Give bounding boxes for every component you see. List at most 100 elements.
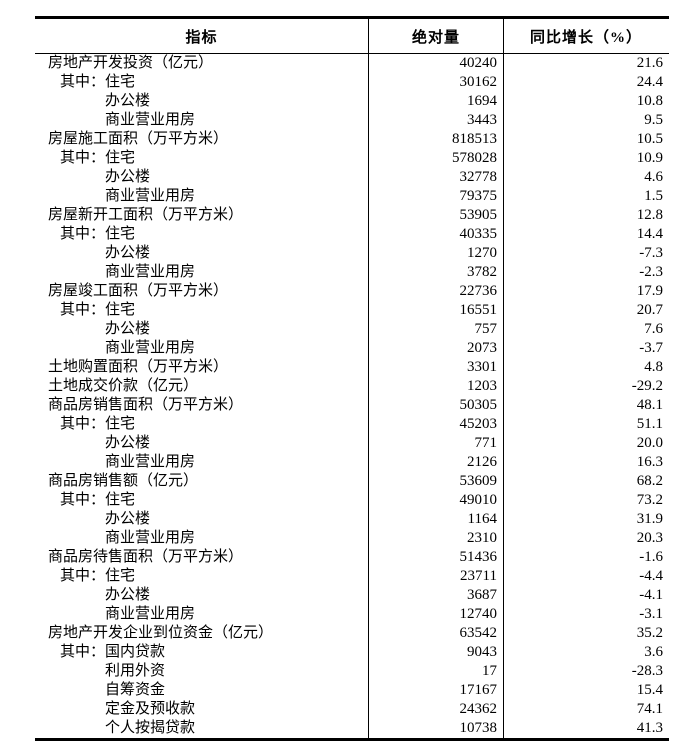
indicator-cell: 商业营业用房 [35,339,369,358]
indicator-cell: 办公楼 [35,510,369,529]
growth-value-cell: 74.1 [636,701,663,717]
table-row: 定金及预收款 24362 74.1 [35,700,669,719]
indicator-cell: 其中：住宅 [35,491,369,510]
table-row: 其中：住宅 49010 73.2 [35,491,669,510]
growth-value-cell: -2.3 [639,264,663,280]
table-row: 办公楼 757 7.6 [35,320,669,339]
indicator-cell: 其中：住宅 [35,415,369,434]
table-row: 利用外资 17 -28.3 [35,662,669,681]
absolute-value-cell: 3687 [369,586,504,605]
absolute-value-cell: 40240 [369,54,504,73]
absolute-value-cell: 3443 [369,111,504,130]
growth-value-cell: 7.6 [644,321,663,337]
table-row: 商业营业用房 3443 9.5 [35,111,669,130]
absolute-value-cell: 22736 [369,282,504,301]
absolute-value-cell: 40335 [369,225,504,244]
table-row: 办公楼 1694 10.8 [35,92,669,111]
absolute-value-cell: 9043 [369,643,504,662]
absolute-value-cell: 53905 [369,206,504,225]
indicator-cell: 其中：住宅 [35,567,369,586]
table-row: 房屋竣工面积（万平方米） 22736 17.9 [35,282,669,301]
indicator-cell: 房屋竣工面积（万平方米） [35,282,369,301]
absolute-value-cell: 578028 [369,149,504,168]
absolute-value-cell: 2310 [369,529,504,548]
table-row: 房地产开发企业到位资金（亿元） 63542 35.2 [35,624,669,643]
table-row: 其中：住宅 45203 51.1 [35,415,669,434]
absolute-value-cell: 1164 [369,510,504,529]
table-row: 商品房销售额（亿元） 53609 68.2 [35,472,669,491]
table-body: 房地产开发投资（亿元） 40240 21.6 其中：住宅 30162 24.4 … [35,54,669,738]
growth-value-cell: 51.1 [636,416,663,432]
absolute-value-cell: 1694 [369,92,504,111]
indicator-cell: 其中：国内贷款 [35,643,369,662]
growth-value-cell: -29.2 [631,378,663,394]
indicator-cell: 其中：住宅 [35,301,369,320]
indicator-cell: 商业营业用房 [35,263,369,282]
table-row: 土地成交价款（亿元） 1203 -29.2 [35,377,669,396]
indicator-cell: 办公楼 [35,168,369,187]
absolute-value-cell: 50305 [369,396,504,415]
growth-value-cell: 48.1 [636,397,663,413]
absolute-value-cell: 2073 [369,339,504,358]
growth-value-cell: -7.3 [639,245,663,261]
indicator-cell: 其中：住宅 [35,149,369,168]
table-row: 商业营业用房 3782 -2.3 [35,263,669,282]
absolute-value-cell: 32778 [369,168,504,187]
growth-value-cell: 16.3 [636,454,663,470]
statistics-table: 指标 绝对量 同比增长（%） 房地产开发投资（亿元） 40240 21.6 其中… [35,16,669,741]
table-row: 房地产开发投资（亿元） 40240 21.6 [35,54,669,73]
absolute-value-cell: 30162 [369,73,504,92]
indicator-cell: 办公楼 [35,92,369,111]
growth-value-cell: 10.5 [636,131,663,147]
table-row: 房屋新开工面积（万平方米） 53905 12.8 [35,206,669,225]
indicator-cell: 办公楼 [35,320,369,339]
absolute-value-cell: 16551 [369,301,504,320]
growth-value-cell: 4.8 [644,359,663,375]
indicator-cell: 商业营业用房 [35,529,369,548]
indicator-cell: 办公楼 [35,434,369,453]
absolute-value-cell: 10738 [369,719,504,738]
absolute-value-cell: 757 [369,320,504,339]
table-row: 商业营业用房 2126 16.3 [35,453,669,472]
table-row: 办公楼 1164 31.9 [35,510,669,529]
growth-value-cell: 15.4 [636,682,663,698]
indicator-cell: 房地产开发投资（亿元） [35,54,369,73]
table-row: 商品房销售面积（万平方米） 50305 48.1 [35,396,669,415]
growth-value-cell: 1.5 [644,188,663,204]
absolute-value-cell: 63542 [369,624,504,643]
indicator-cell: 利用外资 [35,662,369,681]
growth-value-cell: 12.8 [636,207,663,223]
indicator-cell: 房屋施工面积（万平方米） [35,130,369,149]
indicator-cell: 商业营业用房 [35,453,369,472]
indicator-cell: 商业营业用房 [35,111,369,130]
indicator-cell: 商业营业用房 [35,605,369,624]
indicator-cell: 商业营业用房 [35,187,369,206]
absolute-value-cell: 24362 [369,700,504,719]
indicator-cell: 其中：住宅 [35,225,369,244]
table-row: 房屋施工面积（万平方米） 818513 10.5 [35,130,669,149]
growth-value-cell: 41.3 [636,720,663,736]
absolute-value-cell: 17 [369,662,504,681]
absolute-value-cell: 771 [369,434,504,453]
table-row: 土地购置面积（万平方米） 3301 4.8 [35,358,669,377]
absolute-value-cell: 45203 [369,415,504,434]
absolute-value-cell: 79375 [369,187,504,206]
indicator-cell: 房屋新开工面积（万平方米） [35,206,369,225]
header-absolute-value: 绝对量 [369,19,504,53]
table-row: 自筹资金 17167 15.4 [35,681,669,700]
absolute-value-cell: 23711 [369,567,504,586]
header-indicator: 指标 [35,19,369,53]
growth-value-cell: 73.2 [636,492,663,508]
absolute-value-cell: 51436 [369,548,504,567]
table-row: 商业营业用房 79375 1.5 [35,187,669,206]
growth-value-cell: 3.6 [644,644,663,660]
growth-value-cell: -3.1 [639,606,663,622]
table-row: 其中：住宅 578028 10.9 [35,149,669,168]
growth-value-cell: 9.5 [644,112,663,128]
absolute-value-cell: 53609 [369,472,504,491]
indicator-cell: 土地成交价款（亿元） [35,377,369,396]
indicator-cell: 其中：住宅 [35,73,369,92]
indicator-cell: 个人按揭贷款 [35,719,369,738]
growth-value-cell: 31.9 [636,511,663,527]
